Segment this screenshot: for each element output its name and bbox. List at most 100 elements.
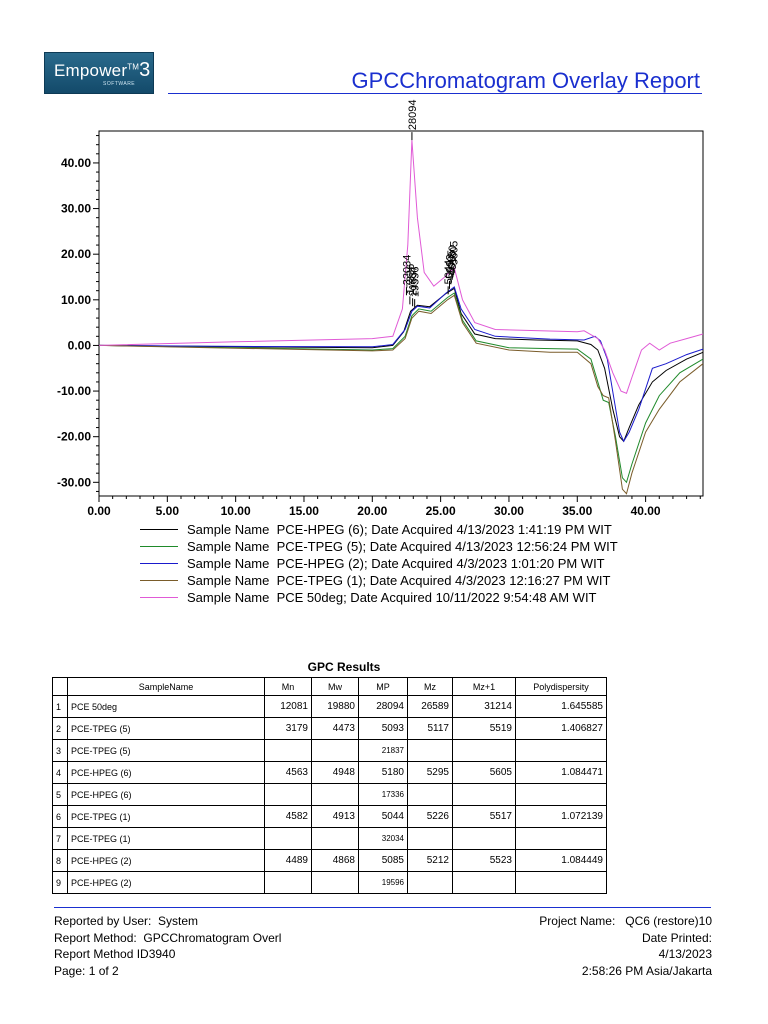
chromatogram-chart: 0.00 5.00 10.00 15.00 20.00 25.00 30.00 35.00 40… [57,100,704,518]
legend-swatch [140,563,178,564]
cell-pd: 1.072139 [515,805,607,828]
x-tick-label: 5.00 [156,504,180,518]
cell-name: PCE-TPEG (5) [67,717,265,740]
column-header-mw: Mw [311,677,359,696]
cell-mw: 19880 [311,695,359,718]
legend-label: Sample Name PCE-HPEG (2); Date Acquired … [187,556,605,571]
cell-mn: 3179 [264,717,312,740]
x-tick-label: 20.00 [357,504,387,518]
x-tick-label: 25.00 [426,504,456,518]
cell-pd [515,739,607,762]
column-header-polydispersity: Polydispersity [515,677,607,696]
cell-name: PCE-TPEG (1) [67,827,265,850]
cell-name: PCE-HPEG (6) [67,783,265,806]
cell-mn: 4563 [264,761,312,784]
cell-idx: 4 [52,761,68,784]
x-tick-label: 40.00 [631,504,661,518]
cell-pd: 1.084471 [515,761,607,784]
peak-label: 5085 [446,250,458,274]
cell-mz1 [452,783,516,806]
x-tick-label: 30.00 [494,504,524,518]
cell-name: PCE-HPEG (2) [67,849,265,872]
y-tick-label: 20.00 [61,247,91,261]
cell-pd: 1.406827 [515,717,607,740]
cell-idx: 1 [52,695,68,718]
logo-subtext: SOFTWARE [103,81,136,87]
plot-frame [98,130,704,497]
series-line-4 [98,294,704,495]
cell-mz [407,871,453,894]
cell-mz1: 5519 [452,717,516,740]
cell-mz1: 5517 [452,805,516,828]
table-row: 8 PCE-HPEG (2) 4489 4868 5085 5212 5523 1.08444… [52,849,607,872]
cell-mw: 4913 [311,805,359,828]
cell-mp: 17336 [358,783,408,806]
cell-idx: 7 [52,827,68,850]
cell-mz1: 31214 [452,695,516,718]
legend-label: Sample Name PCE-HPEG (6); Date Acquired … [187,522,612,537]
cell-idx: 9 [52,871,68,894]
cell-mz [407,827,453,850]
legend-label: Sample Name PCE 50deg; Date Acquired 10/… [187,590,597,605]
cell-mp: 5085 [358,849,408,872]
y-tick-label: 0.00 [68,338,92,352]
cell-mn: 12081 [264,695,312,718]
cell-mw [311,739,359,762]
cell-idx: 8 [52,849,68,872]
report-method: Report Method: GPCChromatogram Overl [54,930,282,945]
table-row: 9 PCE-HPEG (2) 19596 [52,871,607,894]
cell-mz: 5212 [407,849,453,872]
cell-pd [515,871,607,894]
peak-label: 19596 [410,267,422,298]
cell-name: PCE 50deg [67,695,265,718]
peak-label: 5180 [447,245,459,269]
cell-mp: 19596 [358,871,408,894]
footer-right: Project Name: QC6 (restore)10 Date Print… [539,913,712,979]
cell-mp: 5093 [358,717,408,740]
y-tick-label: 10.00 [61,293,91,307]
cell-mz: 5295 [407,761,453,784]
x-tick-label: 35.00 [562,504,592,518]
legend-swatch [140,597,178,598]
cell-pd [515,783,607,806]
cell-name: PCE-TPEG (5) [67,739,265,762]
cell-mw: 4948 [311,761,359,784]
report-title: GPCChromatogram Overlay Report [351,68,700,93]
date-printed-label: Date Printed: [641,930,712,945]
cell-mn [264,739,312,762]
report-method-id: Report Method ID3940 [54,947,176,961]
cell-pd [515,827,607,850]
cell-mw [311,827,359,850]
cell-mn: 4489 [264,849,312,872]
cell-mp: 5044 [358,805,408,828]
footer-left: Reported by User: System Report Method: … [54,913,281,979]
table-row: 1 PCE 50deg 12081 19880 28094 26589 31214 1.645… [52,695,607,718]
title-divider [168,93,702,94]
cell-mn [264,783,312,806]
column-header-mz1: Mz+1 [452,677,516,696]
y-tick-label: -30.00 [57,475,91,489]
cell-mp: 28094 [358,695,408,718]
cell-mn [264,871,312,894]
y-tick-label: 40.00 [61,156,91,170]
cell-mz [407,739,453,762]
table-row: 4 PCE-HPEG (6) 4563 4948 5180 5295 5605 1.08447… [52,761,607,784]
table-row: 6 PCE-TPEG (1) 4582 4913 5044 5226 5517 1.07213… [52,805,607,828]
legend-swatch [140,546,178,547]
cell-mz1 [452,827,516,850]
column-header-mn: Mn [264,677,312,696]
legend-item: Sample Name PCE-HPEG (6); Date Acquired … [140,521,618,538]
table-row: 7 PCE-TPEG (1) 32034 [52,827,607,850]
page-number: Page: 1 of 2 [54,963,119,978]
legend-swatch [140,580,178,581]
cell-idx: 5 [52,783,68,806]
legend-item: Sample Name PCE-HPEG (2); Date Acquired … [140,555,618,572]
series-line-5 [98,140,704,394]
peak-label: 5605 [449,241,461,265]
column-header-mz: Mz [407,677,453,696]
table-row: 3 PCE-TPEG (5) 21837 [52,739,607,762]
legend-item: Sample Name PCE-TPEG (1); Date Acquired … [140,572,618,589]
peak-label: 32034 [401,255,413,286]
cell-mw: 4868 [311,849,359,872]
cell-mw: 4473 [311,717,359,740]
